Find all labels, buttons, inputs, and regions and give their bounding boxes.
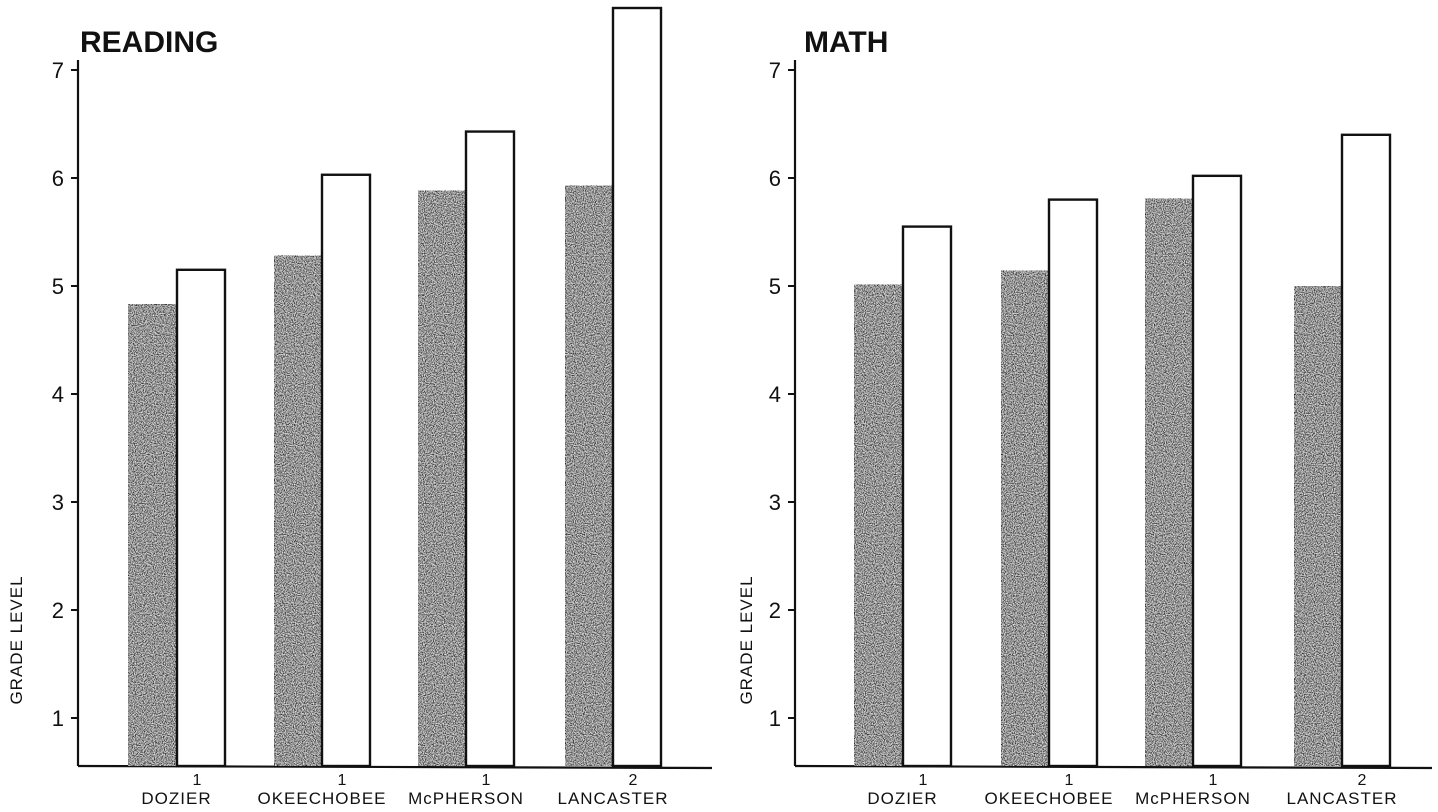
category-footnote-number: 1	[1065, 772, 1074, 789]
x-category-label: LANCASTER	[1286, 789, 1397, 808]
open-bar-okeechobee	[1047, 198, 1099, 768]
y-tick-label: 4	[769, 382, 781, 407]
y-axis-label: GRADE LEVEL	[737, 575, 756, 704]
category-footnote-number: 1	[1209, 772, 1218, 789]
y-tick-label: 5	[769, 274, 781, 299]
dark-bar-mcpherson	[417, 190, 467, 767]
category-footnote-number: 1	[338, 772, 347, 789]
y-tick-label: 7	[769, 58, 781, 83]
open-bar-dozier	[175, 268, 227, 768]
x-category-label: McPHERSON	[1135, 789, 1251, 808]
open-bar-lancaster	[1340, 133, 1392, 768]
open-bar-mcpherson	[1191, 174, 1243, 768]
y-tick-label: 7	[52, 58, 64, 83]
y-tick-label: 4	[52, 382, 64, 407]
dark-bar-lancaster	[1293, 285, 1343, 767]
chart-title: READING	[80, 26, 218, 59]
dark-bar-lancaster	[564, 185, 614, 767]
y-tick-label: 2	[52, 598, 64, 623]
y-tick-label: 3	[52, 490, 64, 515]
x-category-label: OKEECHOBEE	[257, 789, 386, 808]
category-footnote-number: 1	[193, 772, 202, 789]
dark-bar-dozier	[853, 284, 903, 767]
open-bar-okeechobee	[320, 173, 372, 768]
category-footnote-number: 1	[482, 772, 491, 789]
category-footnote-number: 2	[1358, 772, 1367, 789]
open-bar-lancaster	[611, 6, 663, 768]
dark-bar-okeechobee	[1000, 270, 1050, 767]
y-axis-label: GRADE LEVEL	[7, 575, 26, 704]
category-footnote-number: 1	[919, 772, 928, 789]
y-tick-label: 2	[769, 598, 781, 623]
y-tick-label: 3	[769, 490, 781, 515]
dark-bar-dozier	[127, 303, 177, 767]
y-tick-label: 5	[52, 274, 64, 299]
y-tick-label: 1	[769, 706, 781, 731]
open-bar-mcpherson	[464, 130, 516, 768]
y-tick-label: 6	[52, 166, 64, 191]
x-category-label: DOZIER	[141, 789, 211, 808]
dark-bar-okeechobee	[273, 255, 323, 767]
x-category-label: McPHERSON	[408, 789, 524, 808]
open-bar-dozier	[901, 225, 953, 768]
x-category-label: OKEECHOBEE	[984, 789, 1113, 808]
dark-bar-mcpherson	[1144, 198, 1194, 767]
y-tick-label: 6	[769, 166, 781, 191]
chart-title: MATH	[804, 26, 888, 59]
x-category-label: DOZIER	[867, 789, 937, 808]
y-tick-label: 1	[52, 706, 64, 731]
category-footnote-number: 2	[629, 772, 638, 789]
x-category-label: LANCASTER	[557, 789, 668, 808]
